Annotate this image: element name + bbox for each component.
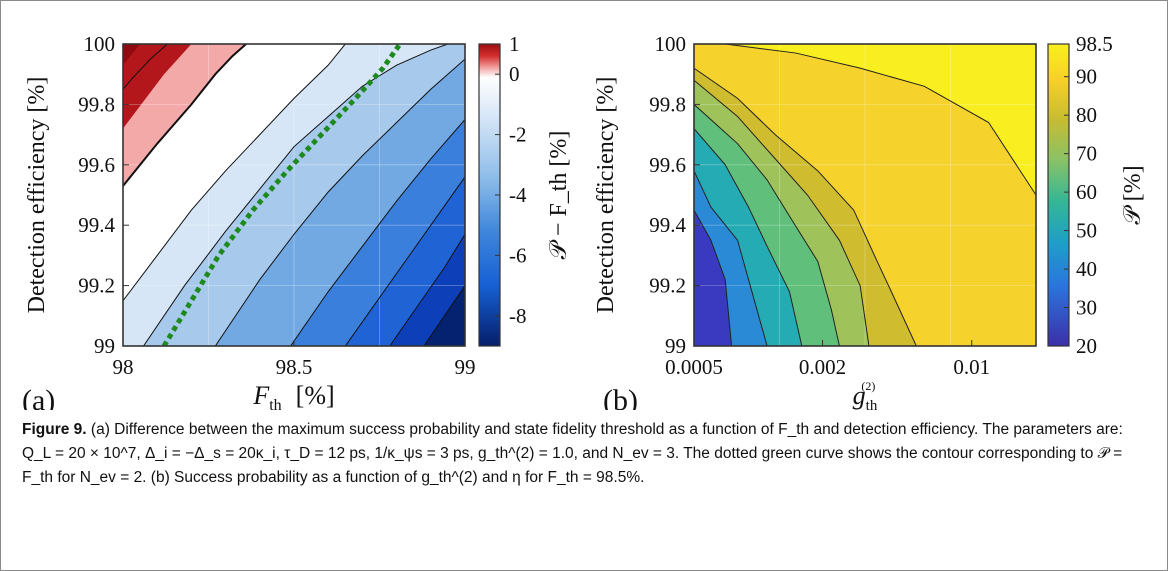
- panel-b-ticks: 0.0005 0.002 0.01 99 99.2 99.4 99.6 99.8 100: [649, 32, 990, 379]
- panel-b-colorbar-ticks: 98.5 90 80 70 60 50 40 30 20: [1064, 32, 1113, 358]
- x-tick-label: 0.0005: [665, 355, 723, 379]
- figure-caption: Figure 9. (a) Difference between the max…: [22, 418, 1147, 490]
- panel-a-colorbar-ticks: 1 0 -2 -4 -6 -8: [495, 32, 527, 328]
- contour-line: [694, 128, 803, 346]
- y-tick-label: 99: [665, 334, 686, 358]
- colorbar-tick-label: 30: [1076, 296, 1097, 320]
- colorbar-tick-label: -2: [509, 123, 527, 147]
- y-tick-label: 100: [84, 32, 116, 56]
- panel-a-xlabel: Fth [%]: [252, 381, 334, 410]
- contour-line: [694, 209, 733, 346]
- contour-line: [290, 119, 465, 346]
- panel-a-label: (a): [22, 384, 55, 410]
- contour-line: [694, 67, 917, 346]
- contour-line: [344, 176, 465, 346]
- panel-a-plot: [123, 44, 465, 346]
- x-tick-label: 98: [113, 355, 134, 379]
- y-tick-label: 99.6: [78, 153, 115, 177]
- figure-label: Figure 9.: [22, 421, 87, 438]
- y-tick-label: 99.2: [649, 274, 686, 298]
- y-tick-label: 99.2: [78, 274, 115, 298]
- colorbar-tick-label: 1: [509, 32, 520, 56]
- panel-a-colorbar-label: 𝒫 − F_th [%]: [546, 131, 572, 260]
- y-tick-label: 99.4: [649, 213, 686, 237]
- contour-line: [694, 79, 870, 346]
- panel-b-ylabel: Detection efficiency [%]: [593, 77, 619, 314]
- contour-region: [123, 44, 141, 66]
- contour-region: [694, 210, 732, 346]
- colorbar-tick-label: -8: [509, 304, 527, 328]
- x-tick-label: 0.01: [953, 355, 990, 379]
- y-tick-label: 99.8: [78, 92, 115, 116]
- contour-line: [389, 233, 465, 346]
- colorbar-tick-label: -6: [509, 243, 527, 267]
- y-tick-label: 99: [94, 334, 115, 358]
- contour-line: [725, 44, 1036, 196]
- contour-line: [694, 170, 768, 346]
- colorbar-tick-label: 80: [1076, 103, 1097, 127]
- panel-b-axes-box: [693, 43, 1037, 347]
- x-tick-label: 98.5: [276, 355, 313, 379]
- contour-region: [123, 44, 192, 129]
- y-tick-label: 99.4: [78, 213, 115, 237]
- y-tick-label: 100: [655, 32, 687, 56]
- figure-svg: 98 98.5 99 99 99.2 99.4 99.6 99.8 100 1 0 -2 -4 -6 -8…: [22, 32, 1146, 410]
- contour-region: [725, 44, 1036, 195]
- panel-a-ticks: 98 98.5 99 99 99.2 99.4 99.6 99.8 100: [78, 32, 475, 379]
- colorbar-tick-label: 90: [1076, 65, 1097, 89]
- colorbar-tick-label: 70: [1076, 142, 1097, 166]
- contour-line: [123, 44, 346, 302]
- panel-a-ylabel: Detection efficiency [%]: [24, 77, 50, 314]
- contour-line: [123, 44, 247, 187]
- y-tick-label: 99.6: [649, 153, 686, 177]
- panel-b-colorbar-label: 𝒫 [%]: [1120, 165, 1146, 224]
- caption-text: (a) Difference between the maximum succe…: [22, 421, 1123, 486]
- colorbar-tick-label: 50: [1076, 219, 1097, 243]
- contour-line: [143, 44, 449, 346]
- colorbar-tick-label: 40: [1076, 257, 1097, 281]
- colorbar-tick-label: 0: [509, 62, 520, 86]
- colorbar-tick-label: 20: [1076, 334, 1097, 358]
- contour-line: [214, 58, 465, 346]
- colorbar-tick-label: 60: [1076, 180, 1097, 204]
- contour-line: [694, 104, 840, 346]
- x-tick-label: 99: [455, 355, 476, 379]
- colorbar-tick-label: -4: [509, 183, 527, 207]
- panel-b-colorbar: [1047, 43, 1070, 347]
- contour-region: [694, 44, 749, 57]
- panel-b-plot: [694, 44, 1036, 346]
- contour-line: [423, 285, 465, 346]
- y-tick-label: 99.8: [649, 92, 686, 116]
- x-tick-label: 0.002: [799, 355, 846, 379]
- panel-b-xlabel: gth(2): [853, 379, 878, 410]
- colorbar-tick-label: 98.5: [1076, 32, 1113, 56]
- contour-line: [123, 44, 168, 90]
- panel-b-label: (b): [603, 384, 638, 410]
